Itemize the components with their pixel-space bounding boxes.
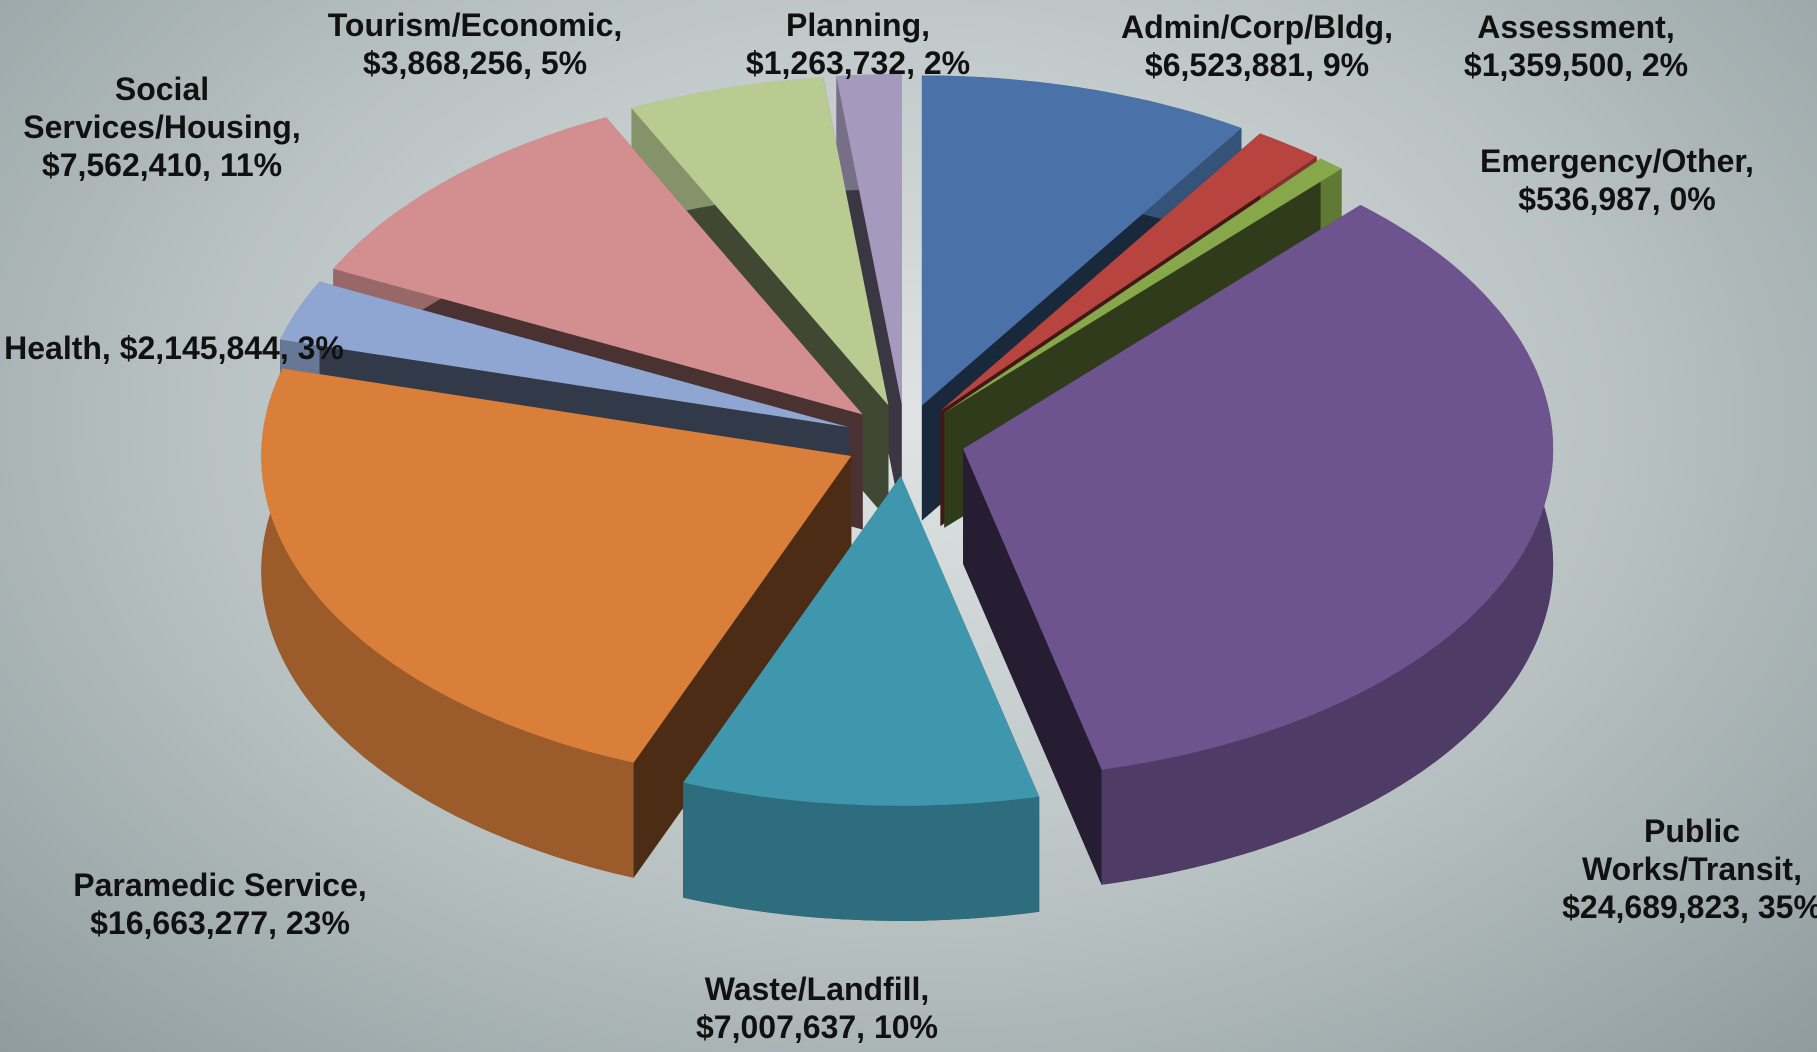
page: Admin/Corp/Bldg, $6,523,881, 9%Assessmen…	[0, 0, 1817, 1052]
data-label: Health, $2,145,844, 3%	[4, 329, 344, 367]
data-label: Public Works/Transit, $24,689,823, 35%	[1542, 812, 1817, 926]
data-label: Emergency/Other, $536,987, 0%	[1467, 142, 1767, 218]
data-label: Admin/Corp/Bldg, $6,523,881, 9%	[1097, 8, 1417, 84]
data-label: Tourism/Economic, $3,868,256, 5%	[295, 6, 655, 82]
data-label: Social Services/Housing, $7,562,410, 11%	[0, 70, 327, 184]
data-label: Assessment, $1,359,500, 2%	[1426, 8, 1726, 84]
data-label: Planning, $1,263,732, 2%	[708, 6, 1008, 82]
data-label: Paramedic Service, $16,663,277, 23%	[40, 866, 400, 942]
data-label: Waste/Landfill, $7,007,637, 10%	[657, 970, 977, 1046]
